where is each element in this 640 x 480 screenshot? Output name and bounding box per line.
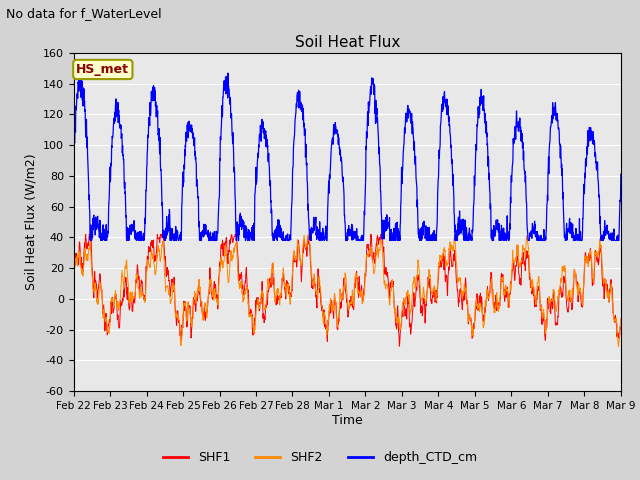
SHF1 <box>396 343 403 349</box>
SHF2 <box>602 279 609 285</box>
SHF2 <box>501 291 509 297</box>
SHF1 <box>602 281 609 287</box>
SHF2 <box>617 316 625 322</box>
Text: HS_met: HS_met <box>76 63 129 76</box>
SHF1 <box>617 326 625 332</box>
depth_CTD_cm <box>337 147 344 153</box>
depth_CTD_cm <box>76 63 84 69</box>
depth_CTD_cm <box>617 171 625 177</box>
SHF2 <box>321 315 329 321</box>
Title: Soil Heat Flux: Soil Heat Flux <box>294 35 400 50</box>
SHF1 <box>231 231 239 237</box>
Y-axis label: Soil Heat Flux (W/m2): Soil Heat Flux (W/m2) <box>24 154 37 290</box>
SHF2 <box>305 232 312 238</box>
Legend: SHF1, SHF2, depth_CTD_cm: SHF1, SHF2, depth_CTD_cm <box>158 446 482 469</box>
depth_CTD_cm <box>98 230 106 236</box>
SHF2 <box>98 287 106 293</box>
SHF1 <box>501 295 509 301</box>
Line: SHF1: SHF1 <box>74 234 621 346</box>
SHF2 <box>70 263 77 269</box>
SHF2 <box>615 344 623 349</box>
Text: No data for f_WaterLevel: No data for f_WaterLevel <box>6 7 162 20</box>
depth_CTD_cm <box>602 233 609 239</box>
depth_CTD_cm <box>501 233 509 239</box>
SHF1 <box>336 306 344 312</box>
SHF1 <box>70 264 77 269</box>
Line: depth_CTD_cm: depth_CTD_cm <box>74 66 621 240</box>
SHF2 <box>336 286 344 292</box>
SHF1 <box>602 282 609 288</box>
Line: SHF2: SHF2 <box>74 235 621 347</box>
X-axis label: Time: Time <box>332 414 363 427</box>
SHF1 <box>321 326 329 332</box>
depth_CTD_cm <box>86 238 94 243</box>
depth_CTD_cm <box>602 226 609 232</box>
SHF2 <box>601 276 609 281</box>
SHF1 <box>98 290 106 296</box>
depth_CTD_cm <box>70 152 77 158</box>
depth_CTD_cm <box>322 223 330 229</box>
